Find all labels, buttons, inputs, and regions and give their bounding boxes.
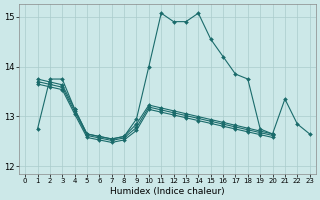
X-axis label: Humidex (Indice chaleur): Humidex (Indice chaleur) xyxy=(110,187,225,196)
